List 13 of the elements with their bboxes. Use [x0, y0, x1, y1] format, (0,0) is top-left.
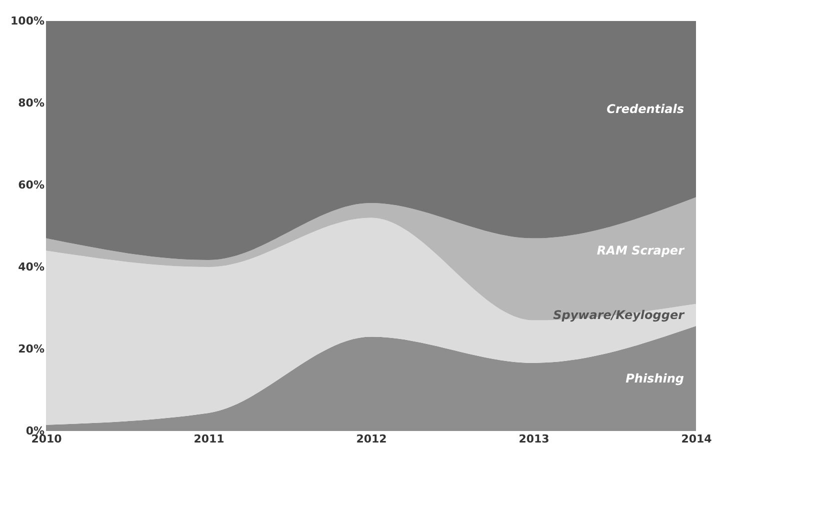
- series-label: Credentials: [606, 102, 684, 116]
- y-tick-label: 60%: [18, 178, 44, 192]
- y-tick-label: 100%: [10, 14, 44, 28]
- series-label: Phishing: [626, 372, 684, 386]
- x-tick-label: 2014: [681, 432, 712, 446]
- series-label: RAM Scraper: [596, 244, 686, 258]
- y-tick-label: 40%: [18, 260, 44, 274]
- series-label: Spyware/Keylogger: [553, 308, 686, 322]
- x-tick-label: 2011: [194, 432, 224, 446]
- x-tick-label: 2013: [518, 432, 550, 446]
- y-tick-label: 20%: [18, 342, 44, 356]
- x-tick-label: 2012: [356, 432, 387, 446]
- y-tick-label: 80%: [18, 96, 44, 110]
